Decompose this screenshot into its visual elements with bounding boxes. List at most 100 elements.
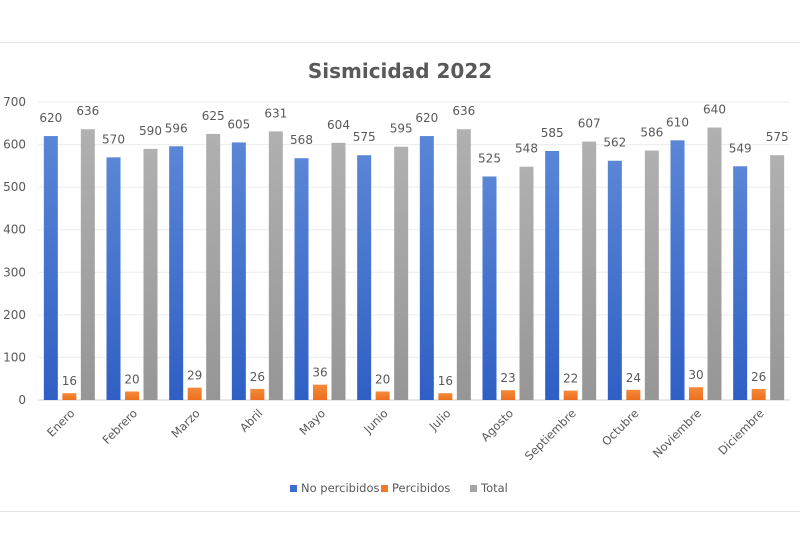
x-tick-label: Agosto bbox=[478, 406, 516, 444]
bar-percibidos bbox=[125, 391, 139, 400]
bar-no-percibidos bbox=[294, 158, 309, 400]
y-tick-label: 500 bbox=[3, 180, 26, 194]
data-label: 631 bbox=[264, 106, 287, 120]
data-label: 20 bbox=[124, 372, 139, 386]
chart-frame bbox=[0, 42, 800, 512]
data-label: 640 bbox=[703, 103, 726, 117]
bar-no-percibidos bbox=[169, 146, 184, 400]
bar-total bbox=[80, 129, 95, 400]
chart-title: Sismicidad 2022 bbox=[308, 59, 492, 83]
x-tick-label: Octubre bbox=[599, 406, 641, 448]
data-label: 590 bbox=[139, 124, 162, 138]
bar-total bbox=[331, 142, 346, 400]
data-label: 568 bbox=[290, 133, 313, 147]
bar-total bbox=[206, 133, 221, 400]
bar-total bbox=[143, 148, 158, 400]
x-tick-label: Abril bbox=[237, 406, 265, 434]
bar-total bbox=[770, 155, 785, 400]
bar-no-percibidos bbox=[607, 160, 622, 400]
x-tick-label: Septiembre bbox=[522, 406, 579, 463]
bar-total bbox=[644, 150, 659, 400]
bar-no-percibidos bbox=[231, 142, 246, 400]
x-tick-label: Noviembre bbox=[650, 406, 704, 460]
legend-swatch bbox=[470, 485, 477, 492]
y-tick-label: 100 bbox=[3, 350, 26, 364]
data-label: 548 bbox=[515, 142, 538, 156]
bar-no-percibidos bbox=[670, 140, 685, 401]
bar-total bbox=[582, 141, 597, 400]
y-tick-label: 400 bbox=[3, 223, 26, 237]
data-label: 636 bbox=[76, 104, 99, 118]
data-label: 16 bbox=[62, 374, 77, 388]
data-label: 620 bbox=[415, 111, 438, 125]
data-label: 575 bbox=[766, 130, 789, 144]
data-label: 29 bbox=[187, 369, 202, 383]
data-label: 30 bbox=[688, 368, 703, 382]
data-label: 595 bbox=[390, 122, 413, 136]
data-label: 24 bbox=[626, 371, 641, 385]
x-tick-label: Junio bbox=[360, 406, 391, 437]
bar-percibidos bbox=[751, 388, 766, 400]
bar-total bbox=[456, 129, 471, 400]
data-label: 585 bbox=[541, 126, 564, 140]
data-label: 562 bbox=[603, 136, 626, 150]
data-label: 549 bbox=[729, 141, 752, 155]
bar-percibidos bbox=[250, 388, 265, 400]
x-tick-label: Diciembre bbox=[715, 406, 766, 457]
data-label: 586 bbox=[640, 126, 663, 140]
legend-label: Total bbox=[480, 481, 508, 495]
bar-percibidos bbox=[689, 387, 703, 400]
legend-label: Percibidos bbox=[392, 481, 450, 495]
data-label: 22 bbox=[563, 372, 578, 386]
data-label: 605 bbox=[227, 117, 250, 131]
data-label: 604 bbox=[327, 118, 350, 132]
data-label: 20 bbox=[375, 372, 390, 386]
x-tick-label: Febrero bbox=[100, 406, 141, 447]
bar-percibidos bbox=[626, 389, 641, 400]
data-label: 620 bbox=[39, 111, 62, 125]
bar-percibidos bbox=[501, 390, 515, 400]
data-label: 26 bbox=[250, 370, 265, 384]
data-label: 26 bbox=[751, 370, 766, 384]
bar-percibidos bbox=[438, 393, 453, 400]
bar-no-percibidos bbox=[357, 155, 372, 400]
data-label: 610 bbox=[666, 115, 689, 129]
bar-percibidos bbox=[563, 390, 578, 400]
bar-percibidos bbox=[62, 393, 77, 400]
data-label: 607 bbox=[578, 117, 601, 131]
bar-no-percibidos bbox=[545, 150, 560, 400]
y-tick-label: 600 bbox=[3, 138, 26, 152]
bar-no-percibidos bbox=[106, 157, 121, 400]
x-tick-label: Enero bbox=[44, 406, 77, 439]
bar-total bbox=[268, 131, 283, 401]
x-tick-label: Marzo bbox=[168, 406, 202, 440]
data-label: 525 bbox=[478, 152, 501, 166]
y-tick-label: 200 bbox=[3, 308, 26, 322]
data-label: 16 bbox=[438, 374, 453, 388]
bar-no-percibidos bbox=[482, 176, 497, 400]
data-label: 636 bbox=[452, 104, 475, 118]
legend-swatch bbox=[290, 485, 297, 492]
bar-percibidos bbox=[187, 387, 202, 400]
bar-total bbox=[519, 166, 534, 400]
y-tick-label: 0 bbox=[18, 393, 26, 407]
y-tick-label: 700 bbox=[3, 95, 26, 109]
y-tick-label: 300 bbox=[3, 265, 26, 279]
data-label: 596 bbox=[165, 121, 188, 135]
x-tick-label: Mayo bbox=[296, 406, 328, 438]
legend-label: No percibidos bbox=[301, 481, 379, 495]
bar-percibidos bbox=[313, 384, 327, 400]
bar-total bbox=[394, 146, 409, 400]
bar-total bbox=[707, 127, 722, 401]
x-tick-label: Julio bbox=[426, 406, 454, 434]
data-label: 36 bbox=[312, 366, 327, 380]
bar-no-percibidos bbox=[733, 166, 748, 400]
data-label: 570 bbox=[102, 132, 125, 146]
bar-no-percibidos bbox=[43, 136, 58, 401]
data-label: 23 bbox=[500, 371, 515, 385]
data-label: 625 bbox=[202, 109, 225, 123]
legend-swatch bbox=[381, 485, 388, 492]
bar-percibidos bbox=[375, 391, 390, 400]
data-label: 575 bbox=[353, 130, 376, 144]
